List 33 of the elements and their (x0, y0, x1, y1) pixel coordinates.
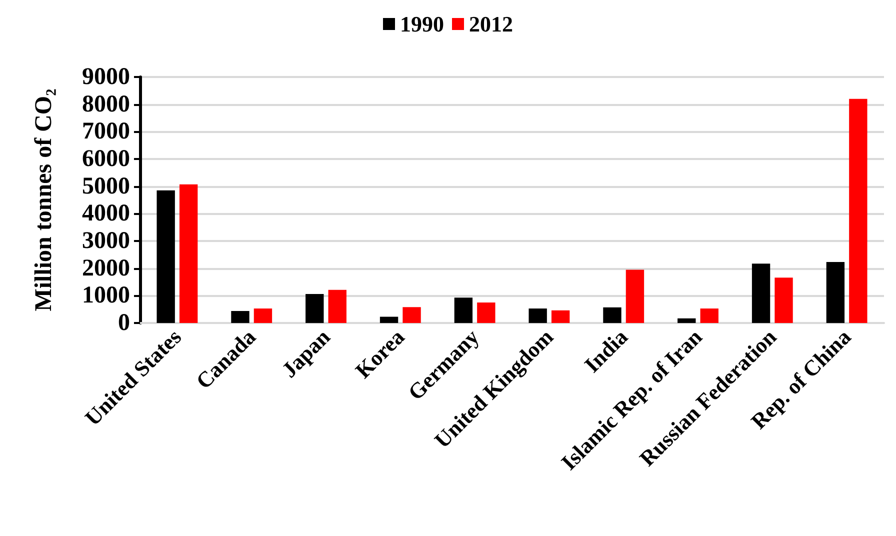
bar (551, 310, 570, 323)
bar (454, 298, 473, 323)
bar (380, 316, 398, 323)
bar (179, 184, 198, 323)
y-tick-label: 0 (118, 310, 130, 336)
bar (700, 308, 718, 323)
bar (477, 302, 496, 323)
y-tick-label: 8000 (82, 91, 130, 118)
bar (752, 264, 770, 323)
bar (231, 310, 250, 323)
bar (306, 294, 324, 323)
y-tick-label: 5000 (82, 173, 130, 200)
y-axis-title: Million tonnes of CO₂ (31, 88, 57, 312)
bar (774, 278, 793, 323)
bar (402, 307, 421, 323)
bar (528, 308, 547, 323)
legend-label: 2012 (469, 12, 513, 36)
y-tick-label: 6000 (82, 146, 130, 172)
y-tick-label: 7000 (82, 118, 130, 145)
bar (678, 318, 696, 323)
bar (156, 190, 175, 323)
y-tick-label: 3000 (82, 228, 130, 254)
y-tick-label: 1000 (82, 282, 130, 309)
y-tick-label: 9000 (82, 64, 130, 90)
bar (626, 270, 644, 323)
bar (254, 308, 272, 323)
y-tick-label: 4000 (82, 200, 130, 227)
legend-label: 1990 (400, 12, 444, 36)
y-tick-label: 2000 (82, 255, 130, 282)
bar (849, 98, 868, 323)
bar (603, 307, 622, 323)
bar (328, 290, 346, 323)
bar (826, 262, 845, 323)
